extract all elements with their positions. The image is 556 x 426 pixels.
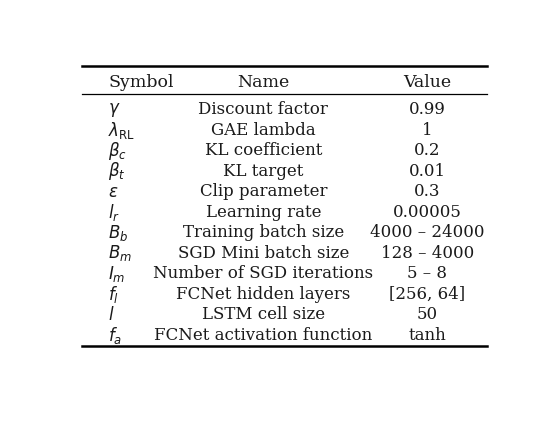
Text: 0.00005: 0.00005 <box>393 204 461 221</box>
Text: $B_m$: $B_m$ <box>108 243 132 263</box>
Text: $l_r$: $l_r$ <box>108 201 120 223</box>
Text: FCNet activation function: FCNet activation function <box>154 327 373 344</box>
Text: tanh: tanh <box>408 327 446 344</box>
Text: SGD Mini batch size: SGD Mini batch size <box>178 245 349 262</box>
Text: FCNet hidden layers: FCNet hidden layers <box>176 285 351 302</box>
Text: $\beta_c$: $\beta_c$ <box>108 140 127 162</box>
Text: Value: Value <box>403 74 451 91</box>
Text: 5 – 8: 5 – 8 <box>407 265 447 282</box>
Text: 4000 – 24000: 4000 – 24000 <box>370 224 484 241</box>
Text: $f_l$: $f_l$ <box>108 284 120 305</box>
Text: 0.99: 0.99 <box>409 101 445 118</box>
Text: Clip parameter: Clip parameter <box>200 183 327 200</box>
Text: Training batch size: Training batch size <box>183 224 344 241</box>
Text: KL coefficient: KL coefficient <box>205 142 322 159</box>
Text: $\lambda_{\mathrm{RL}}$: $\lambda_{\mathrm{RL}}$ <box>108 120 135 141</box>
Text: KL target: KL target <box>223 163 304 180</box>
Text: 0.01: 0.01 <box>409 163 446 180</box>
Text: $\gamma$: $\gamma$ <box>108 101 121 119</box>
Text: Discount factor: Discount factor <box>198 101 329 118</box>
Text: LSTM cell size: LSTM cell size <box>202 306 325 323</box>
Text: $f_a$: $f_a$ <box>108 325 122 345</box>
Text: Symbol: Symbol <box>108 74 174 91</box>
Text: GAE lambda: GAE lambda <box>211 122 316 139</box>
Text: [256, 64]: [256, 64] <box>389 285 465 302</box>
Text: $I_m$: $I_m$ <box>108 264 126 284</box>
Text: $l$: $l$ <box>108 305 115 324</box>
Text: Learning rate: Learning rate <box>206 204 321 221</box>
Text: Number of SGD iterations: Number of SGD iterations <box>153 265 374 282</box>
Text: $\epsilon$: $\epsilon$ <box>108 183 118 201</box>
Text: 50: 50 <box>416 306 438 323</box>
Text: $\beta_t$: $\beta_t$ <box>108 160 126 182</box>
Text: Name: Name <box>237 74 290 91</box>
Text: $B_b$: $B_b$ <box>108 223 128 243</box>
Text: 1: 1 <box>422 122 433 139</box>
Text: 0.3: 0.3 <box>414 183 440 200</box>
Text: 128 – 4000: 128 – 4000 <box>380 245 474 262</box>
Text: 0.2: 0.2 <box>414 142 440 159</box>
